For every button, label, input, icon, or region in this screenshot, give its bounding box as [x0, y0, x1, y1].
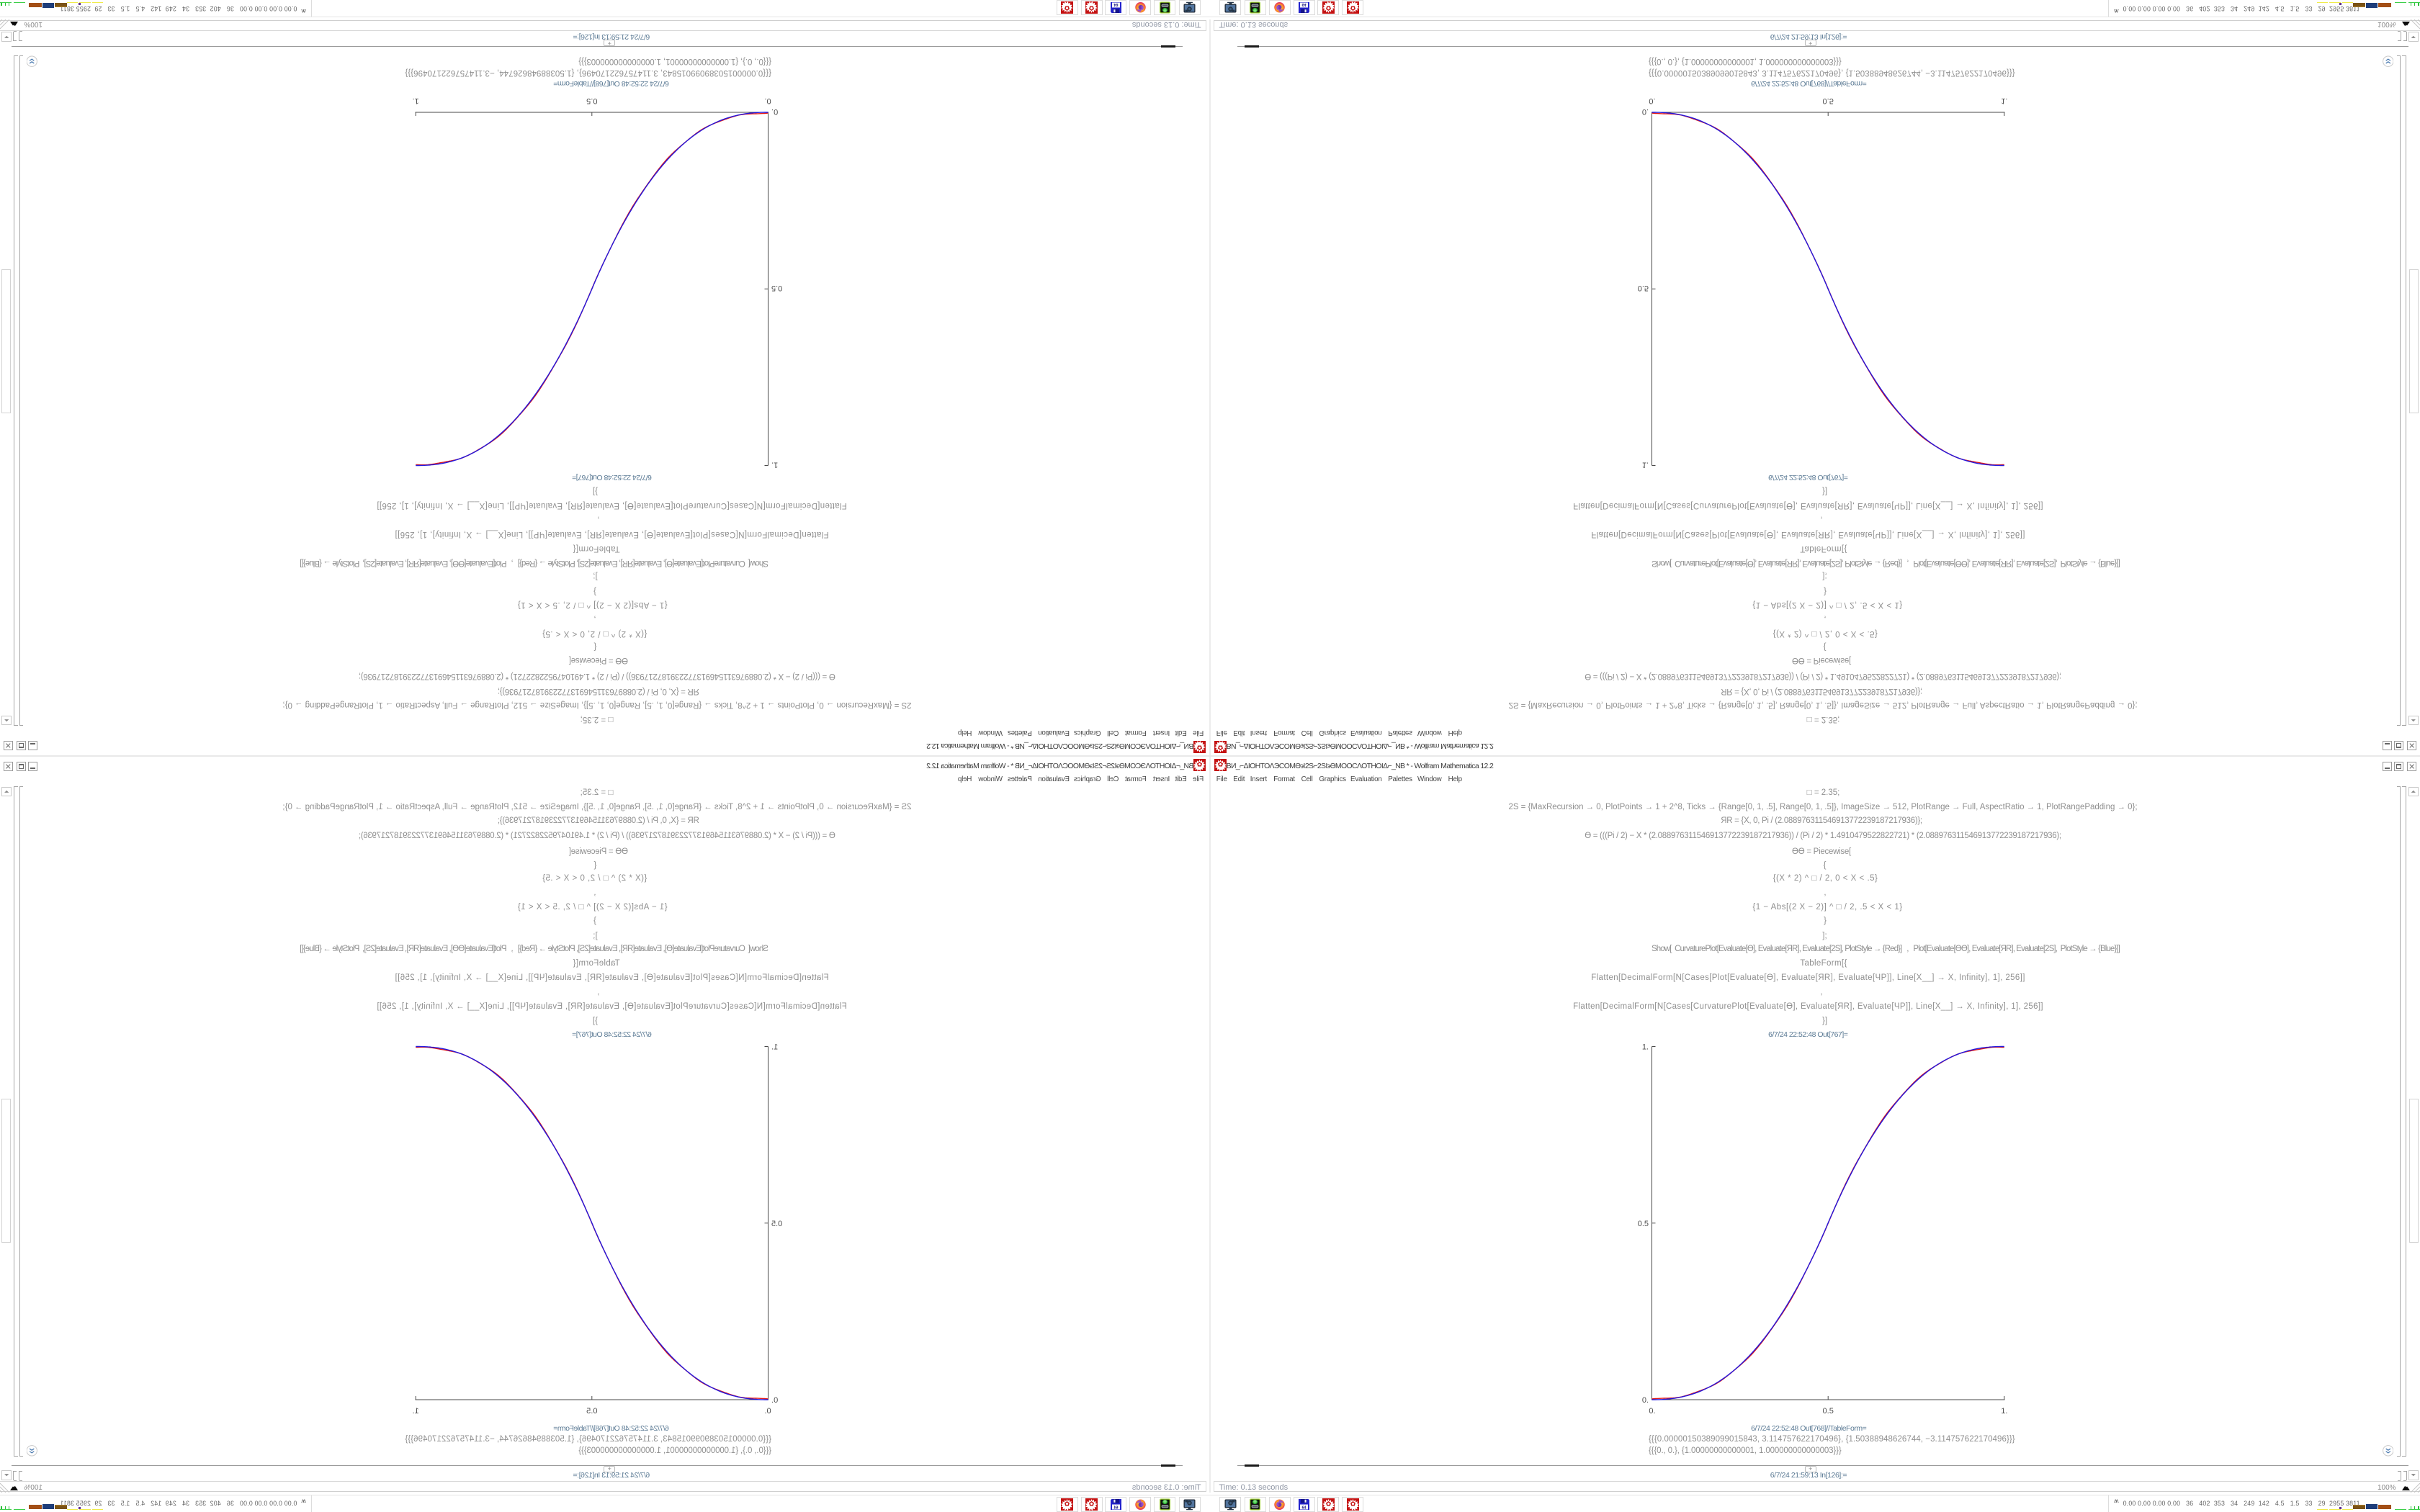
- svg-text:0.5: 0.5: [1638, 1220, 1649, 1228]
- svg-text:0.5: 0.5: [586, 96, 597, 105]
- svg-text:1.: 1.: [1642, 1043, 1649, 1052]
- svg-text:0.: 0.: [1649, 1407, 1655, 1416]
- svg-text:0.5: 0.5: [1823, 96, 1834, 105]
- svg-text:1.: 1.: [2001, 1407, 2007, 1416]
- svg-text:0.: 0.: [771, 107, 778, 116]
- svg-text:0.: 0.: [771, 1396, 778, 1405]
- svg-text:0.5: 0.5: [1823, 1407, 1834, 1416]
- svg-text:0.: 0.: [764, 1407, 771, 1416]
- svg-text:0.5: 0.5: [1638, 284, 1649, 292]
- svg-text:1.: 1.: [413, 96, 419, 105]
- svg-text:0.5: 0.5: [586, 1407, 597, 1416]
- svg-text:0.: 0.: [764, 96, 771, 105]
- svg-text:1.: 1.: [771, 461, 778, 469]
- svg-text:64: 64: [1114, 1506, 1119, 1510]
- svg-text:0.: 0.: [1642, 107, 1649, 116]
- svg-text:0.: 0.: [1642, 1396, 1649, 1405]
- svg-text:1.: 1.: [413, 1407, 419, 1416]
- svg-text:64: 64: [1302, 2, 1307, 6]
- svg-text:1.: 1.: [2001, 96, 2007, 105]
- svg-text:0.5: 0.5: [771, 284, 782, 292]
- svg-text:0.: 0.: [1649, 96, 1655, 105]
- svg-text:1.: 1.: [1642, 461, 1649, 469]
- svg-text:0.5: 0.5: [771, 1220, 782, 1228]
- svg-text:64: 64: [1114, 2, 1119, 6]
- svg-text:64: 64: [1302, 1506, 1307, 1510]
- svg-text:1.: 1.: [771, 1043, 778, 1052]
